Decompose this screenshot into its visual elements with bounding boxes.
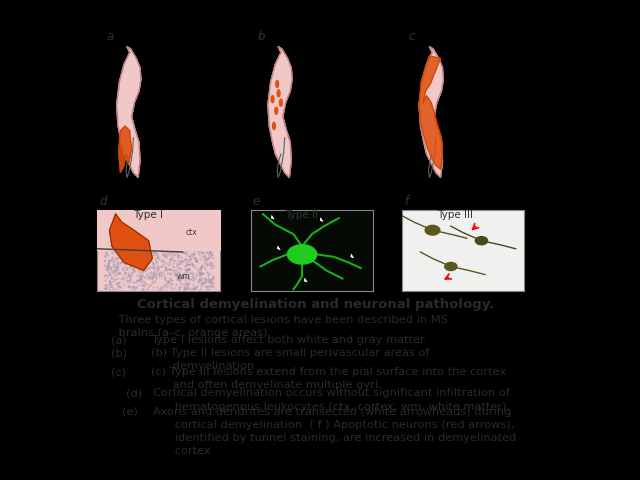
Text: (c) Type III lesions extend from the pial surface into the cortex
      and ofte: (c) Type III lesions extend from the pia…: [150, 367, 506, 390]
Text: a: a: [106, 30, 113, 43]
Text: c: c: [408, 30, 415, 43]
Text: Type II: Type II: [285, 210, 318, 220]
Text: Type III: Type III: [437, 210, 474, 220]
Text: (a): (a): [111, 336, 126, 346]
Text: (e): (e): [122, 407, 138, 417]
Text: (b) Type II lesions are small perivascular areas of
      demyelination.: (b) Type II lesions are small perivascul…: [150, 348, 429, 372]
Text: (c): (c): [111, 367, 125, 377]
Text: b: b: [257, 30, 265, 43]
Text: Cortical demyelination and neuronal pathology.: Cortical demyelination and neuronal path…: [136, 298, 494, 311]
Text: f: f: [404, 195, 408, 208]
Text: Type I lesions affect both white and gray matter.: Type I lesions affect both white and gra…: [150, 336, 427, 346]
Text: (d): (d): [126, 388, 142, 398]
Text: Cortical demyelination occurs without significant infiltration of
      hematoge: Cortical demyelination occurs without si…: [153, 388, 510, 411]
Text: Three types of cortical lesions have been described in MS
 brains (a–c, orange a: Three types of cortical lesions have bee…: [115, 315, 448, 338]
Text: Type I: Type I: [133, 210, 163, 220]
Text: d: d: [99, 195, 107, 208]
Text: (b): (b): [111, 348, 127, 358]
Text: Axons and dendrites are transected (white arrowheads) during
      cortical demy: Axons and dendrites are transected (whit…: [153, 407, 516, 456]
Text: e: e: [253, 195, 260, 208]
